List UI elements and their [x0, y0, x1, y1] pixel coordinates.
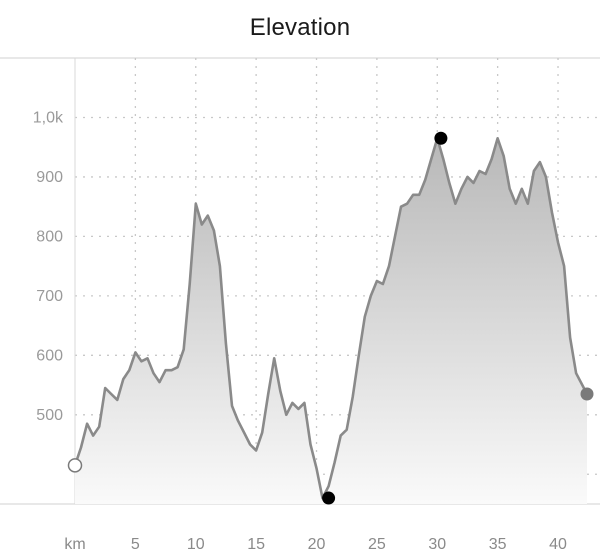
x-tick-label: 5: [131, 536, 140, 553]
marker-max: [434, 131, 448, 145]
y-tick-label: 800: [36, 228, 63, 245]
x-tick-label: 35: [489, 536, 507, 553]
y-tick-label: 600: [36, 347, 63, 364]
axes: 500 600 700 800 900 1,0k km 5 10 15 20 25 30 35 40: [33, 109, 567, 553]
x-tick-label: 10: [187, 536, 205, 553]
y-tick-label: 1,0k: [33, 109, 64, 126]
x-tick-label: 30: [428, 536, 446, 553]
y-tick-label: 900: [36, 169, 63, 186]
x-tick-label: 15: [247, 536, 265, 553]
x-tick-label: 25: [368, 536, 386, 553]
plot-area: [73, 137, 589, 505]
marker-min: [322, 491, 336, 505]
chart-title: Elevation: [249, 14, 351, 41]
elevation-line: [73, 137, 589, 500]
chart-title-bar: Elevation: [0, 0, 600, 56]
x-tick-label: 40: [549, 536, 567, 553]
x-tick-label: 20: [308, 536, 326, 553]
elevation-area-fill: [75, 138, 587, 505]
elevation-chart: 500 600 700 800 900 1,0k km 5 10 15 20 25 30 35 40: [0, 57, 600, 553]
marker-start: [67, 458, 83, 473]
x-axis-unit-label: km: [64, 536, 85, 553]
marker-end: [580, 387, 594, 401]
y-tick-label: 700: [36, 288, 63, 305]
y-tick-label: 500: [36, 407, 63, 424]
markers: [67, 131, 594, 505]
